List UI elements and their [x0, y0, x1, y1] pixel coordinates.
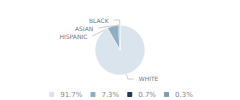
svg-text:0.7%: 0.7%: [138, 91, 156, 99]
svg-text:7.3%: 7.3%: [101, 91, 119, 99]
svg-text:91.7%: 91.7%: [60, 91, 83, 99]
svg-text:HISPANIC: HISPANIC: [59, 33, 87, 40]
svg-text:0.3%: 0.3%: [175, 91, 193, 99]
svg-text:ASIAN: ASIAN: [75, 25, 93, 32]
svg-text:BLACK: BLACK: [89, 17, 110, 24]
svg-text:WHITE: WHITE: [139, 75, 159, 82]
